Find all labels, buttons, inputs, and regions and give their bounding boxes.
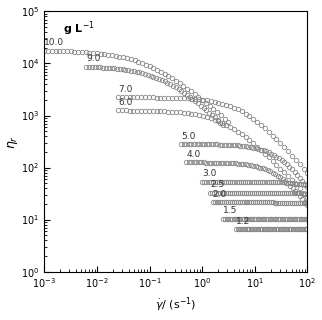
Y-axis label: $\eta_r$: $\eta_r$ — [5, 134, 20, 148]
Text: 4.0: 4.0 — [186, 150, 201, 159]
Text: 5.0: 5.0 — [181, 132, 195, 141]
Text: 10.0: 10.0 — [44, 38, 64, 47]
Text: 2.5: 2.5 — [210, 180, 224, 189]
X-axis label: $\dot{\gamma}$/ (s$^{-1}$): $\dot{\gamma}$/ (s$^{-1}$) — [155, 296, 196, 315]
Text: 3.0: 3.0 — [202, 170, 216, 179]
Text: 2.0: 2.0 — [213, 190, 227, 199]
Text: g L$^{-1}$: g L$^{-1}$ — [63, 19, 94, 38]
Text: 7.0: 7.0 — [118, 85, 132, 94]
Text: 1.2: 1.2 — [236, 217, 251, 226]
Text: 6.0: 6.0 — [118, 98, 132, 107]
Text: 9.0: 9.0 — [86, 54, 101, 63]
Text: 1.5: 1.5 — [223, 206, 238, 215]
